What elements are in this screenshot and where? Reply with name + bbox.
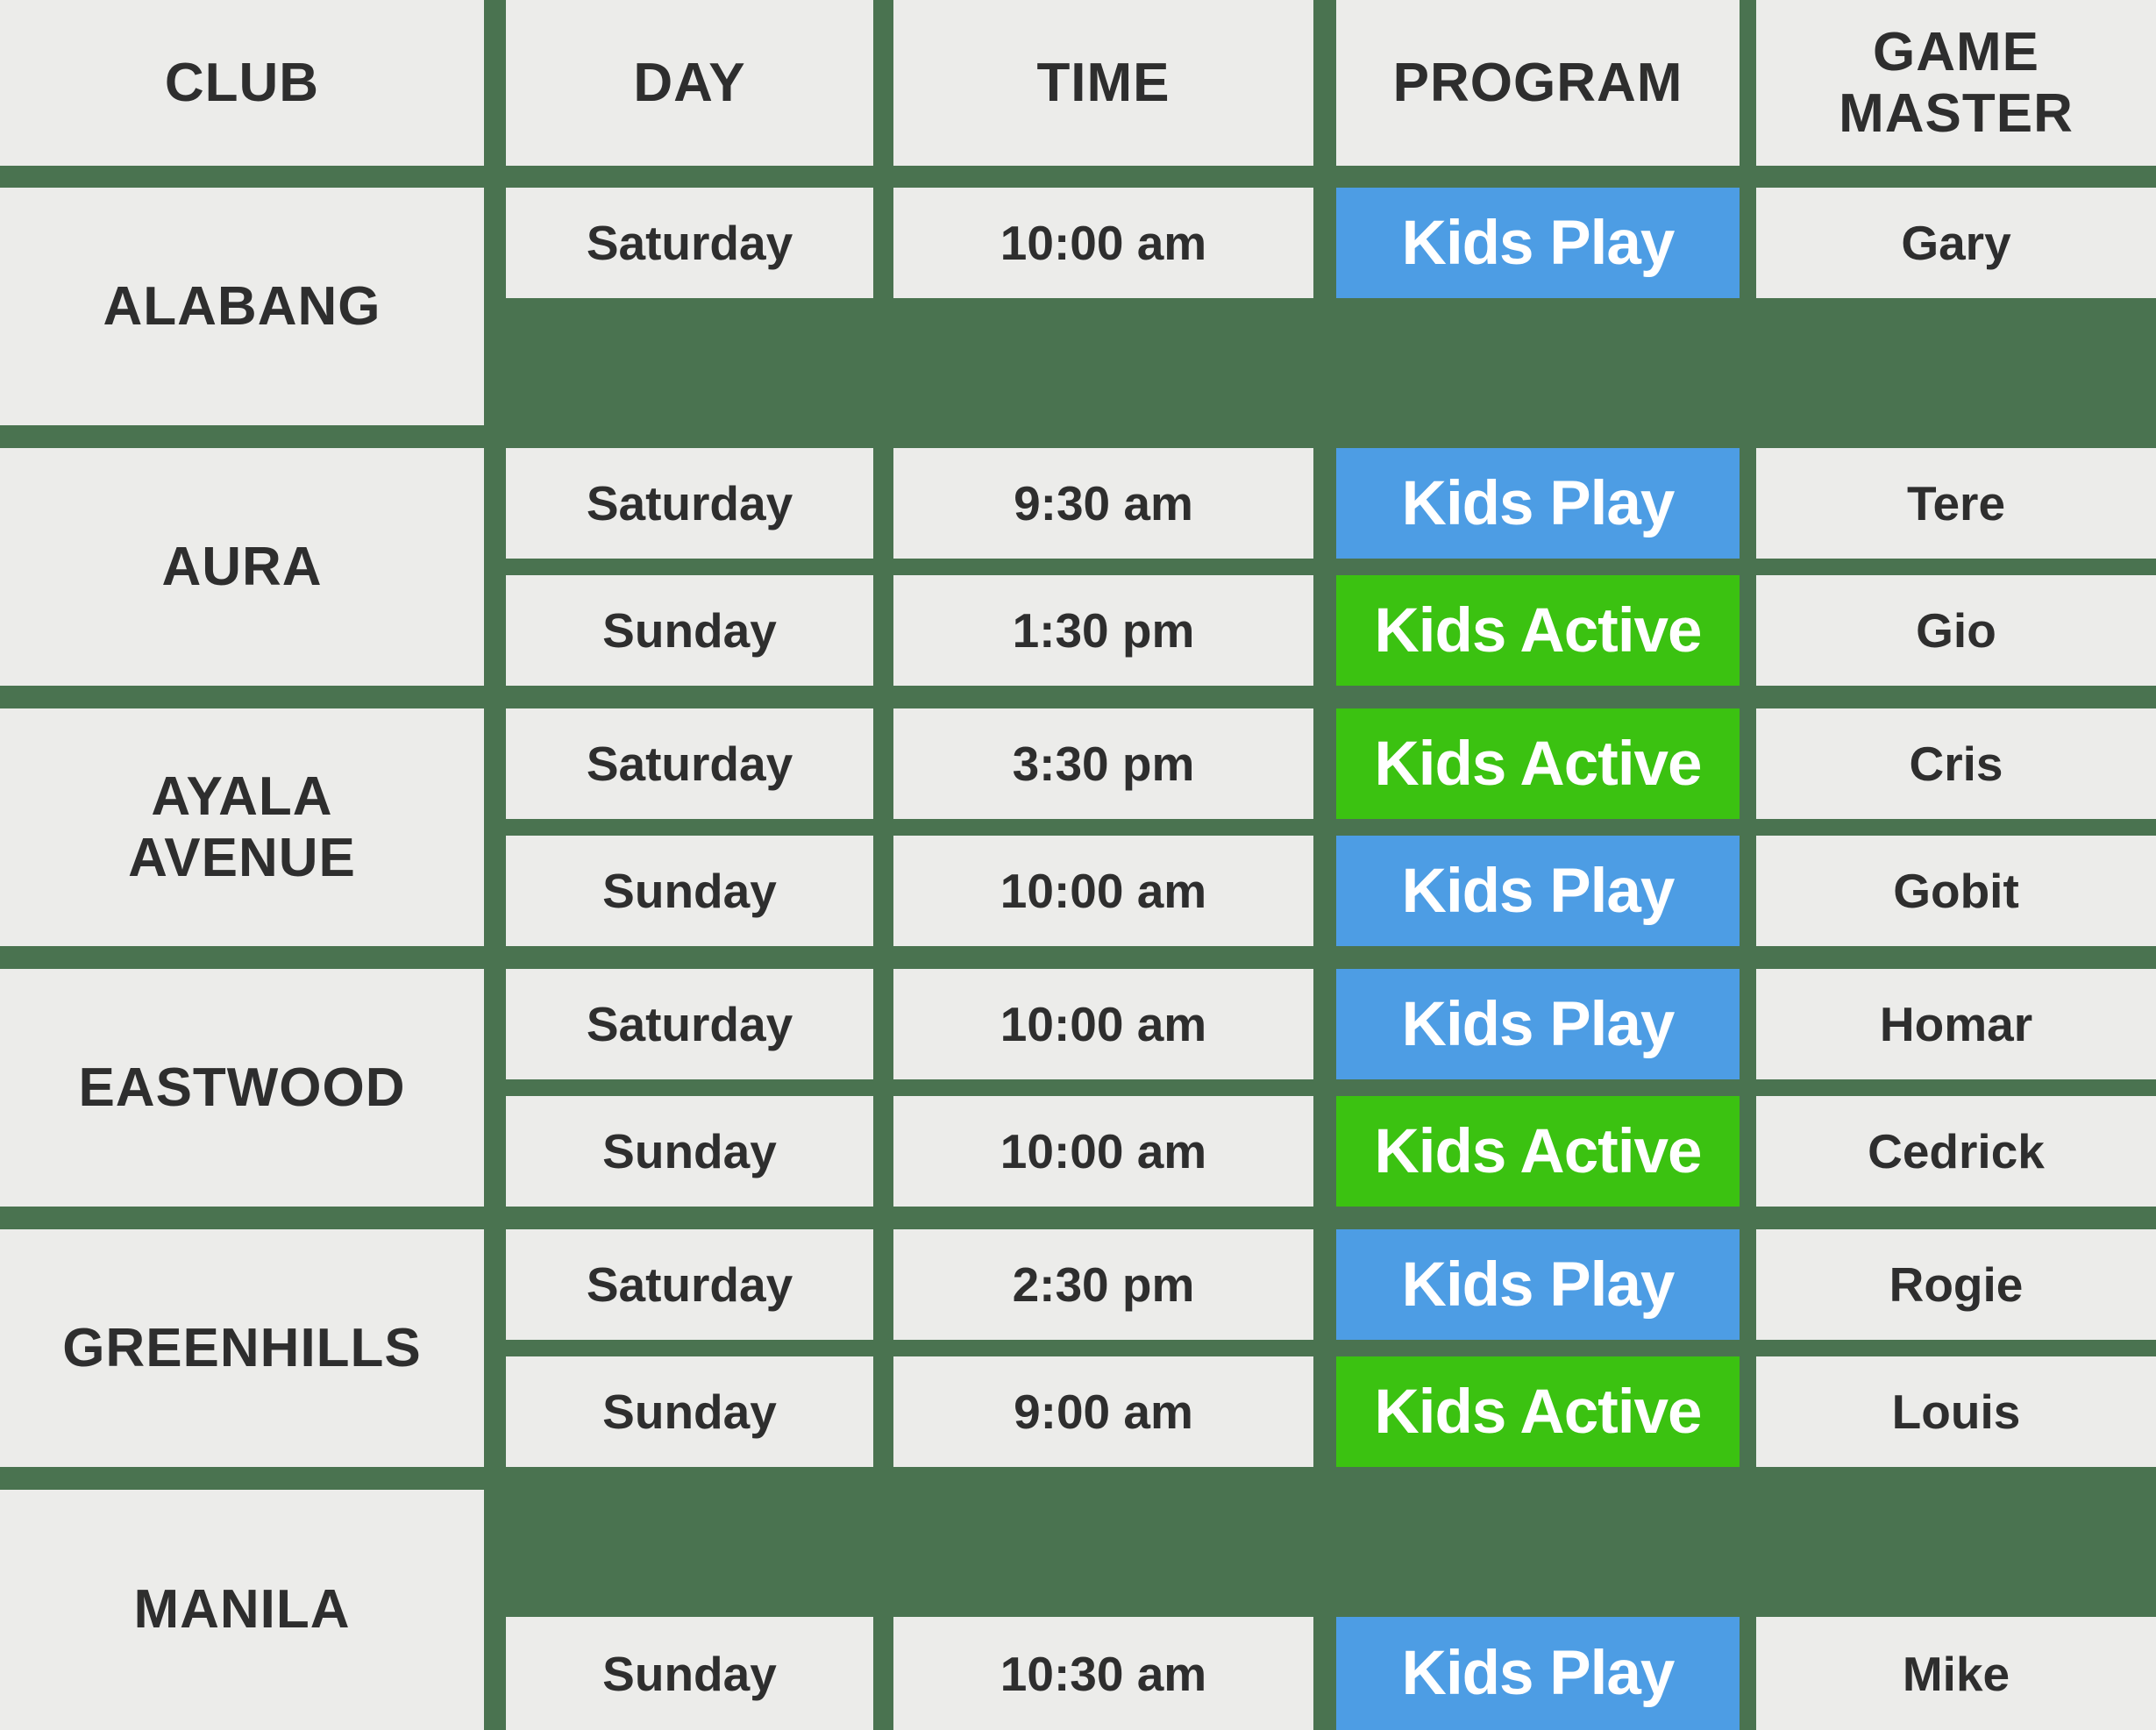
time-cell-eastwood-saturday: 10:00 am bbox=[893, 969, 1313, 1079]
program-badge-greenhills-saturday: Kids Play bbox=[1336, 1229, 1740, 1340]
day-cell-ayala-sunday: Sunday bbox=[506, 836, 873, 946]
club-cell-manila: MANILA bbox=[0, 1490, 484, 1730]
day-cell-greenhills-saturday: Saturday bbox=[506, 1229, 873, 1340]
game-master-cell-ayala-sunday: Gobit bbox=[1756, 836, 2156, 946]
time-cell-greenhills-sunday: 9:00 am bbox=[893, 1356, 1313, 1467]
program-badge-eastwood-sunday: Kids Active bbox=[1336, 1096, 1740, 1207]
day-cell-alabang-saturday: Saturday bbox=[506, 188, 873, 298]
day-cell-eastwood-saturday: Saturday bbox=[506, 969, 873, 1079]
program-badge-eastwood-saturday: Kids Play bbox=[1336, 969, 1740, 1079]
club-cell-ayala-avenue: AYALA AVENUE bbox=[0, 708, 484, 946]
program-badge-ayala-sunday: Kids Play bbox=[1336, 836, 1740, 946]
program-badge-greenhills-sunday: Kids Active bbox=[1336, 1356, 1740, 1467]
club-cell-alabang: ALABANG bbox=[0, 188, 484, 425]
game-master-cell-eastwood-saturday: Homar bbox=[1756, 969, 2156, 1079]
day-cell-aura-sunday: Sunday bbox=[506, 575, 873, 686]
header-time: TIME bbox=[893, 0, 1313, 166]
time-cell-greenhills-saturday: 2:30 pm bbox=[893, 1229, 1313, 1340]
header-club: CLUB bbox=[0, 0, 484, 166]
time-cell-aura-sunday: 1:30 pm bbox=[893, 575, 1313, 686]
game-master-cell-alabang-saturday: Gary bbox=[1756, 188, 2156, 298]
club-cell-greenhills: GREENHILLS bbox=[0, 1229, 484, 1467]
day-cell-ayala-saturday: Saturday bbox=[506, 708, 873, 819]
game-master-cell-aura-sunday: Gio bbox=[1756, 575, 2156, 686]
day-cell-greenhills-sunday: Sunday bbox=[506, 1356, 873, 1467]
time-cell-alabang-saturday: 10:00 am bbox=[893, 188, 1313, 298]
day-cell-aura-saturday: Saturday bbox=[506, 448, 873, 559]
program-badge-manila-sunday: Kids Play bbox=[1336, 1617, 1740, 1730]
game-master-cell-greenhills-saturday: Rogie bbox=[1756, 1229, 2156, 1340]
time-cell-aura-saturday: 9:30 am bbox=[893, 448, 1313, 559]
time-cell-ayala-sunday: 10:00 am bbox=[893, 836, 1313, 946]
program-badge-alabang-saturday: Kids Play bbox=[1336, 188, 1740, 298]
day-cell-eastwood-sunday: Sunday bbox=[506, 1096, 873, 1207]
club-cell-aura: AURA bbox=[0, 448, 484, 686]
game-master-cell-eastwood-sunday: Cedrick bbox=[1756, 1096, 2156, 1207]
header-program: PROGRAM bbox=[1336, 0, 1740, 166]
game-master-cell-greenhills-sunday: Louis bbox=[1756, 1356, 2156, 1467]
game-master-cell-aura-saturday: Tere bbox=[1756, 448, 2156, 559]
day-cell-manila-sunday: Sunday bbox=[506, 1617, 873, 1730]
program-badge-aura-saturday: Kids Play bbox=[1336, 448, 1740, 559]
program-badge-aura-sunday: Kids Active bbox=[1336, 575, 1740, 686]
time-cell-eastwood-sunday: 10:00 am bbox=[893, 1096, 1313, 1207]
header-day: DAY bbox=[506, 0, 873, 166]
time-cell-manila-sunday: 10:30 am bbox=[893, 1617, 1313, 1730]
game-master-cell-manila-sunday: Mike bbox=[1756, 1617, 2156, 1730]
time-cell-ayala-saturday: 3:30 pm bbox=[893, 708, 1313, 819]
program-badge-ayala-saturday: Kids Active bbox=[1336, 708, 1740, 819]
header-game-master: GAME MASTER bbox=[1756, 0, 2156, 166]
game-master-cell-ayala-saturday: Cris bbox=[1756, 708, 2156, 819]
club-cell-eastwood: EASTWOOD bbox=[0, 969, 484, 1207]
